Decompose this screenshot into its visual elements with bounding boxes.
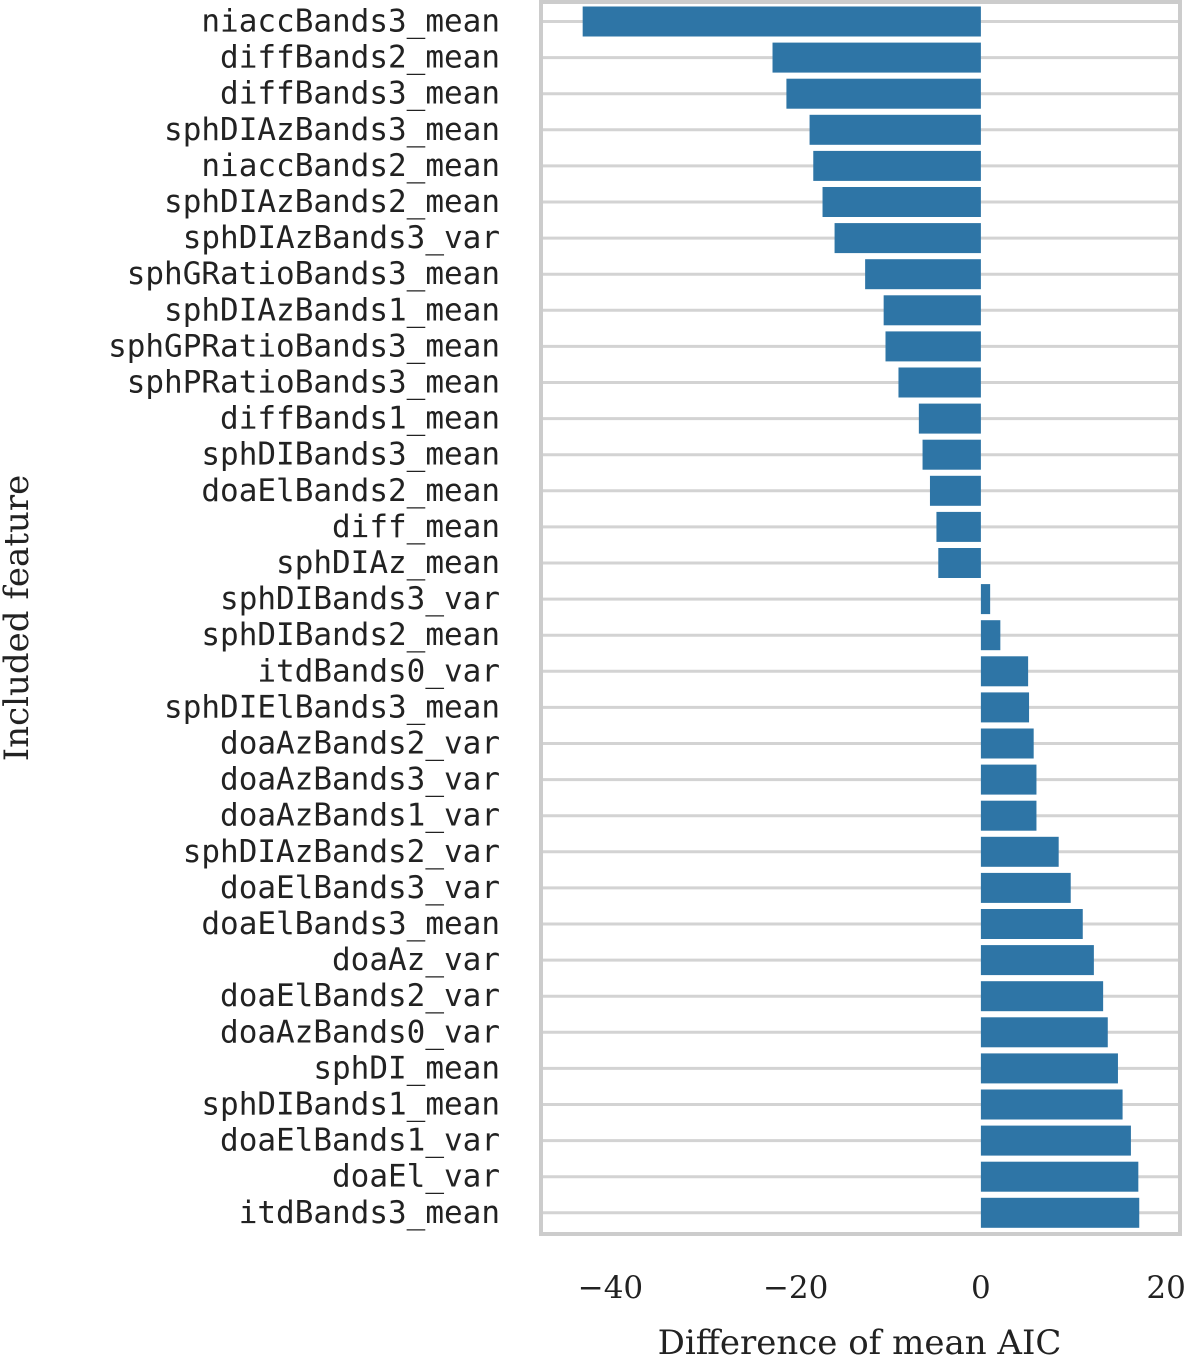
bar-sphDIBands1_mean [980,1089,1123,1120]
bar-diffBands2_mean [772,42,981,73]
y-tick-label: doaElBands2_mean [201,473,500,509]
bar-sphDIAz_mean [938,548,981,578]
x-tick-label: 20 [1146,1270,1185,1306]
bar-doaElBands1_var [980,1125,1131,1156]
bar-itdBands3_mean [980,1197,1140,1228]
y-tick-label: sphDIAzBands2_mean [164,184,500,220]
y-tick-label: sphDIElBands3_mean [164,689,500,725]
y-tick-label: doaAzBands0_var [220,1014,500,1050]
y-tick-label: doaAzBands2_var [220,726,500,762]
bar-sphPRatioBands3_mean [898,367,981,398]
x-axis-title: Difference of mean AIC [658,1323,1062,1358]
bar-doaAzBands3_var [980,764,1037,795]
bar-diffBands3_mean [786,78,981,109]
y-tick-label: sphGPRatioBands3_mean [108,328,500,364]
y-tick-label: doaAz_var [332,942,500,978]
bar-sphDIElBands3_mean [980,692,1030,723]
y-tick-labels: niaccBands3_meandiffBands2_meandiffBands… [108,4,500,1231]
bar-sphGPRatioBands3_mean [885,331,981,362]
bar-doaElBands2_mean [929,475,981,506]
bar-niaccBands2_mean [813,150,981,181]
x-tick-label: −20 [763,1270,828,1306]
y-tick-label: doaElBands1_var [220,1123,500,1159]
x-tick-label: 0 [971,1270,991,1306]
bar-doaElBands3_var [980,872,1071,903]
bar-sphDIAzBands2_mean [822,187,981,217]
bar-sphDIBands2_mean [980,620,1001,651]
y-tick-label: diffBands1_mean [220,401,500,437]
bar-doaAz_var [980,945,1094,976]
y-tick-label: diffBands2_mean [220,40,500,76]
bar-doaElBands3_mean [980,909,1083,939]
y-tick-label: diff_mean [332,509,500,545]
y-tick-label: niaccBands2_mean [201,148,500,184]
y-tick-label: sphDI_mean [313,1050,500,1086]
y-tick-label: niaccBands3_mean [201,4,500,40]
y-tick-label: sphDIBands2_mean [201,617,500,653]
y-tick-label: sphPRatioBands3_mean [127,365,500,401]
y-tick-label: itdBands0_var [257,653,500,689]
x-tick-labels: −40 −20 0 20 [578,1270,1186,1306]
bar-sphDI_mean [980,1053,1118,1084]
y-tick-label: sphDIBands3_mean [201,437,500,473]
bars [582,6,1140,1228]
bar-sphDIAzBands3_mean [809,114,981,145]
y-tick-label: sphDIAz_mean [276,545,500,581]
y-tick-label: sphDIBands1_mean [201,1087,500,1123]
bar-sphDIAzBands1_mean [883,295,981,326]
y-tick-label: doaAzBands3_var [220,762,500,798]
x-tick-label: −40 [578,1270,643,1306]
y-tick-label: sphGRatioBands3_mean [127,256,500,292]
y-tick-label: diffBands3_mean [220,76,500,112]
bar-niaccBands3_mean [582,6,981,37]
plot-frame [539,0,1182,1236]
y-tick-label: doaEl_var [332,1159,500,1195]
bar-doaAzBands2_var [980,728,1034,759]
bar-itdBands0_var [980,656,1029,687]
bar-diff_mean [936,511,981,542]
bar-doaElBands2_var [980,981,1104,1012]
y-tick-label: sphDIAzBands1_mean [164,292,500,328]
y-axis-title: Included feature [0,475,37,762]
y-tick-label: sphDIBands3_var [220,581,500,617]
bar-sphDIAzBands2_var [980,836,1059,867]
bar-doaEl_var [980,1161,1139,1192]
y-tick-label: sphDIAzBands2_var [183,834,500,870]
bar-sphDIAzBands3_var [834,223,981,254]
y-tick-label: itdBands3_mean [239,1195,500,1231]
y-tick-label: doaAzBands1_var [220,798,500,834]
bar-sphDIBands3_var [980,584,991,615]
bar-sphGRatioBands3_mean [865,259,981,290]
bar-sphDIBands3_mean [922,439,981,470]
y-tick-label: sphDIAzBands3_var [183,220,500,256]
y-tick-label: sphDIAzBands3_mean [164,112,500,148]
y-tick-label: doaElBands2_var [220,978,500,1014]
bar-doaAzBands1_var [980,800,1037,831]
bar-doaAzBands0_var [980,1017,1108,1048]
bar-diffBands1_mean [918,403,981,434]
y-tick-label: doaElBands3_mean [201,906,500,942]
y-tick-label: doaElBands3_var [220,870,500,906]
